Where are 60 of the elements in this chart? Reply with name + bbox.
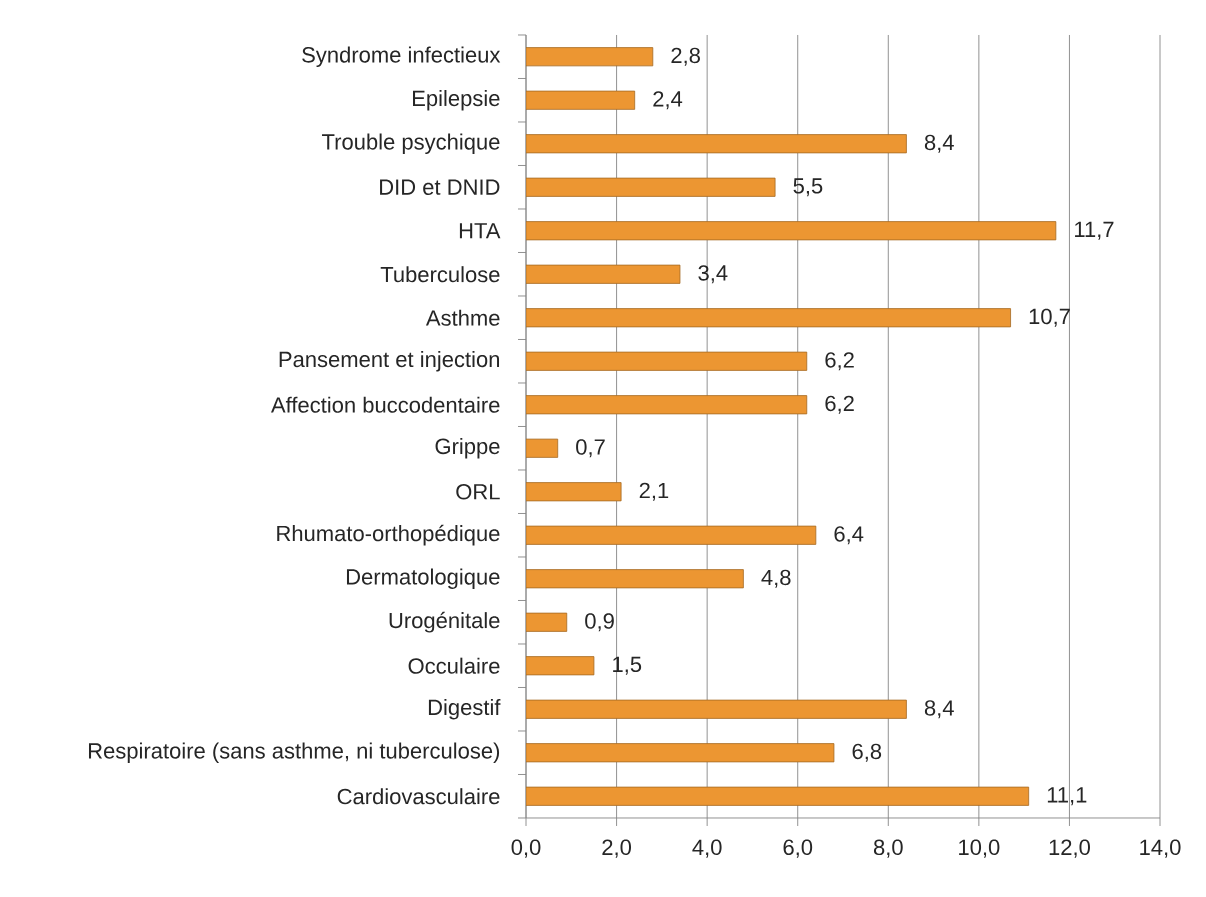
data-label: 0,9 bbox=[585, 613, 614, 632]
bar bbox=[526, 47, 654, 67]
x-tick-label: 14,0 bbox=[1140, 839, 1181, 858]
bar bbox=[526, 177, 776, 197]
x-tick-label: 0,0 bbox=[511, 839, 541, 858]
bar bbox=[526, 351, 808, 371]
x-tick-label: 2,0 bbox=[602, 839, 632, 858]
bar bbox=[526, 482, 622, 502]
x-tick-label: 6,0 bbox=[783, 839, 813, 858]
y-tick-label: Rhumato-orthopédique bbox=[277, 524, 500, 546]
data-label: 11,7 bbox=[1075, 221, 1114, 240]
data-label: 0,7 bbox=[576, 439, 605, 458]
y-tick-label: Affection buccodentaire bbox=[270, 396, 500, 413]
bar bbox=[526, 569, 744, 589]
data-label: 6,4 bbox=[834, 526, 864, 545]
y-tick-label: Pansement et injection bbox=[279, 350, 500, 372]
y-tick-label: Dermatologique bbox=[346, 568, 500, 589]
data-label: 4,8 bbox=[761, 569, 791, 588]
data-label: 2,4 bbox=[653, 91, 683, 110]
data-label: 10,7 bbox=[1029, 308, 1070, 327]
y-tick-label: Occulaire bbox=[408, 657, 500, 674]
y-tick-label: Urogénitale bbox=[389, 611, 500, 633]
x-tick-label: 8,0 bbox=[873, 839, 903, 858]
y-tick-label: Cardiovasculaire bbox=[337, 788, 500, 805]
y-tick-label: Grippe bbox=[435, 437, 500, 459]
y-tick-label: HTA bbox=[459, 223, 501, 239]
y-tick-label: Trouble psychique bbox=[322, 133, 500, 154]
y-tick-label: Epilepsie bbox=[413, 89, 500, 111]
y-tick-label: Digestif bbox=[428, 698, 501, 720]
data-label: 11,1 bbox=[1047, 787, 1087, 806]
data-label: 8,4 bbox=[924, 134, 954, 153]
data-label: 1,5 bbox=[613, 656, 642, 675]
y-tick-label: Respiratoire (sans asthme, ni tuberculose) bbox=[88, 742, 500, 763]
bar bbox=[526, 786, 1030, 806]
x-tick-label: 10,0 bbox=[959, 839, 1000, 858]
y-tick-label: Asthme bbox=[425, 309, 500, 326]
bar bbox=[526, 221, 1057, 241]
bar bbox=[526, 525, 817, 545]
bar bbox=[526, 699, 907, 719]
data-label: 6,2 bbox=[825, 395, 854, 414]
y-tick-label: DID et DNID bbox=[380, 179, 500, 195]
x-tick-label: 4,0 bbox=[692, 839, 722, 858]
bar bbox=[526, 308, 1011, 328]
y-tick-label: Syndrome infectieux bbox=[302, 46, 501, 67]
data-label: 6,2 bbox=[825, 352, 854, 371]
data-label: 8,4 bbox=[924, 700, 954, 719]
data-label: 2,1 bbox=[639, 482, 669, 501]
bar bbox=[526, 264, 681, 284]
bar bbox=[526, 90, 636, 110]
y-tick-label: Tuberculose bbox=[380, 266, 500, 283]
data-label: 5,5 bbox=[793, 178, 823, 197]
x-tick-label: 12,0 bbox=[1049, 839, 1090, 858]
bar bbox=[526, 134, 907, 154]
data-label: 2,8 bbox=[671, 47, 700, 66]
bar bbox=[526, 743, 835, 763]
y-tick-label: ORL bbox=[456, 483, 500, 500]
bar bbox=[526, 395, 808, 415]
data-label: 6,8 bbox=[852, 743, 882, 762]
data-label: 3,4 bbox=[698, 265, 728, 284]
bar bbox=[526, 656, 595, 676]
